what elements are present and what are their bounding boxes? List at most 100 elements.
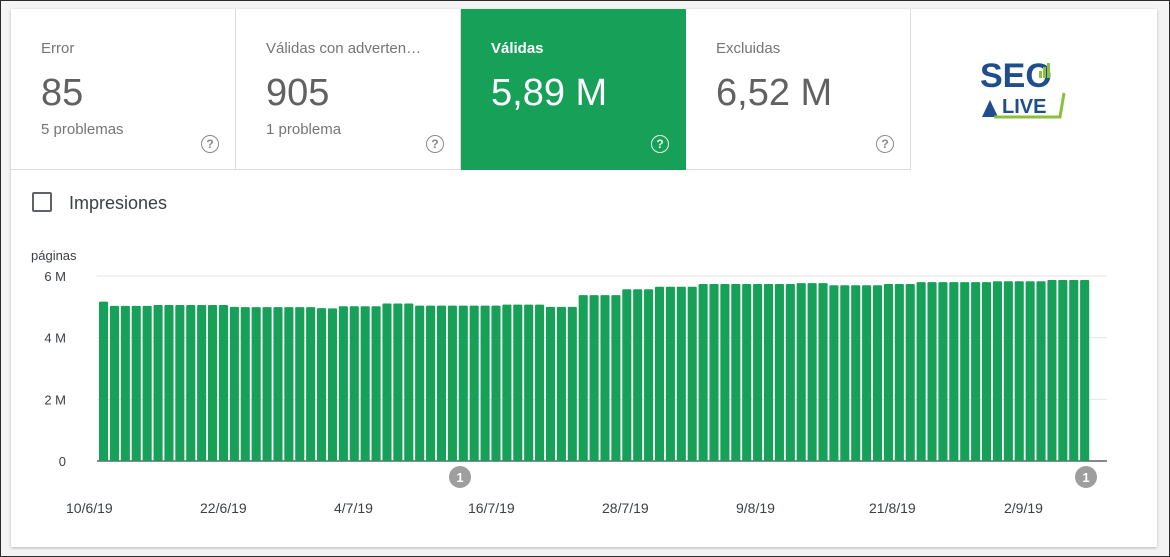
bar [807, 283, 817, 461]
bar [676, 286, 686, 461]
bar [502, 304, 512, 461]
tile-error-sub: 5 problemas [41, 121, 124, 138]
x-tick-label: 4/7/19 [334, 500, 373, 516]
bar [1047, 280, 1057, 461]
tile-valid[interactable]: Válidas 5,89 M ? [461, 9, 686, 170]
bar [894, 284, 904, 461]
tile-valid-with-warnings[interactable]: Válidas con adverten… 905 1 problema ? [236, 9, 461, 170]
bar [545, 306, 556, 461]
x-tick-label: 22/6/19 [200, 500, 247, 516]
bar [153, 304, 163, 461]
tile-error[interactable]: Error 85 5 problemas ? [11, 9, 236, 170]
bar [131, 305, 141, 461]
x-tick-label: 21/8/19 [869, 500, 916, 516]
bar [120, 305, 130, 461]
bar [981, 282, 992, 461]
bar [360, 306, 370, 461]
x-tick-label: 10/6/19 [66, 500, 113, 516]
bar [251, 307, 261, 461]
bar [273, 307, 283, 461]
bar [971, 282, 981, 461]
bar [1003, 281, 1013, 461]
bar [404, 303, 414, 461]
y-axis-label: páginas [31, 248, 77, 263]
bar [1058, 280, 1068, 461]
index-coverage-card: Error 85 5 problemas ? Válidas con adver… [11, 9, 1157, 547]
bar [938, 282, 948, 461]
bar [829, 285, 839, 461]
help-icon[interactable]: ? [651, 135, 669, 153]
annotation-marker [1075, 466, 1097, 488]
bar [208, 304, 218, 461]
bar [1069, 280, 1079, 461]
bar [175, 304, 185, 461]
bar [186, 304, 196, 461]
x-tick-label: 16/7/19 [468, 500, 515, 516]
bar [317, 308, 327, 461]
bar [229, 306, 239, 461]
status-tiles: Error 85 5 problemas ? Válidas con adver… [11, 9, 1157, 171]
x-tick-label: 2/9/19 [1004, 500, 1043, 516]
bar [883, 284, 893, 461]
bar [447, 305, 457, 461]
bar [665, 286, 675, 461]
bar [600, 295, 610, 461]
y-tick-label: 4 M [44, 331, 66, 346]
bar [535, 304, 545, 461]
pages-bar-chart: páginas 0 2 M 4 M 6 M 10/6/19 22/6/19 4/7/19 16/… [31, 248, 1107, 516]
bar [1014, 281, 1024, 461]
bar [218, 304, 229, 461]
x-tick-label: 9/8/19 [736, 500, 775, 516]
bar [382, 303, 392, 461]
bar [840, 285, 850, 461]
bar [960, 282, 970, 461]
bar [851, 285, 861, 461]
bar [774, 284, 784, 461]
bar [240, 307, 250, 461]
seo-alive-logo: SEO LIVE [980, 57, 1066, 119]
tile-excluded[interactable]: Excluidas 6,52 M ? [686, 9, 911, 170]
bar [262, 307, 272, 461]
bar [785, 284, 795, 461]
impressions-checkbox[interactable] [32, 192, 52, 212]
bar [556, 306, 566, 461]
annotation-label: 1 [456, 470, 463, 485]
bar [611, 295, 621, 461]
bar [164, 304, 174, 461]
bar [949, 282, 959, 461]
bar [524, 304, 534, 461]
bar [698, 284, 708, 461]
bar [393, 303, 403, 461]
bar [720, 284, 730, 461]
y-tick-label: 6 M [44, 269, 66, 284]
bar [644, 289, 654, 461]
bar [99, 301, 109, 461]
bar [109, 305, 119, 461]
bar [567, 306, 577, 461]
help-icon[interactable]: ? [876, 135, 894, 153]
bar [927, 282, 937, 461]
bar [862, 285, 872, 461]
bar [731, 284, 741, 461]
bar [905, 284, 915, 461]
bar [992, 281, 1002, 461]
bar [349, 306, 359, 461]
y-tick-label: 2 M [44, 392, 66, 407]
tile-warnings-sub: 1 problema [266, 121, 342, 138]
bar [589, 295, 599, 461]
bar [284, 307, 294, 461]
bar [709, 284, 719, 461]
bar [1025, 281, 1035, 461]
bar [426, 305, 436, 461]
bar [687, 286, 697, 461]
bar [306, 307, 316, 461]
bar [742, 284, 752, 461]
bar [295, 307, 305, 461]
tile-warnings-value: 905 [266, 72, 330, 114]
help-icon[interactable]: ? [201, 135, 219, 153]
annotation-label: 1 [1082, 470, 1089, 485]
help-icon[interactable]: ? [426, 135, 444, 153]
bar [818, 283, 828, 461]
bar [491, 305, 501, 461]
